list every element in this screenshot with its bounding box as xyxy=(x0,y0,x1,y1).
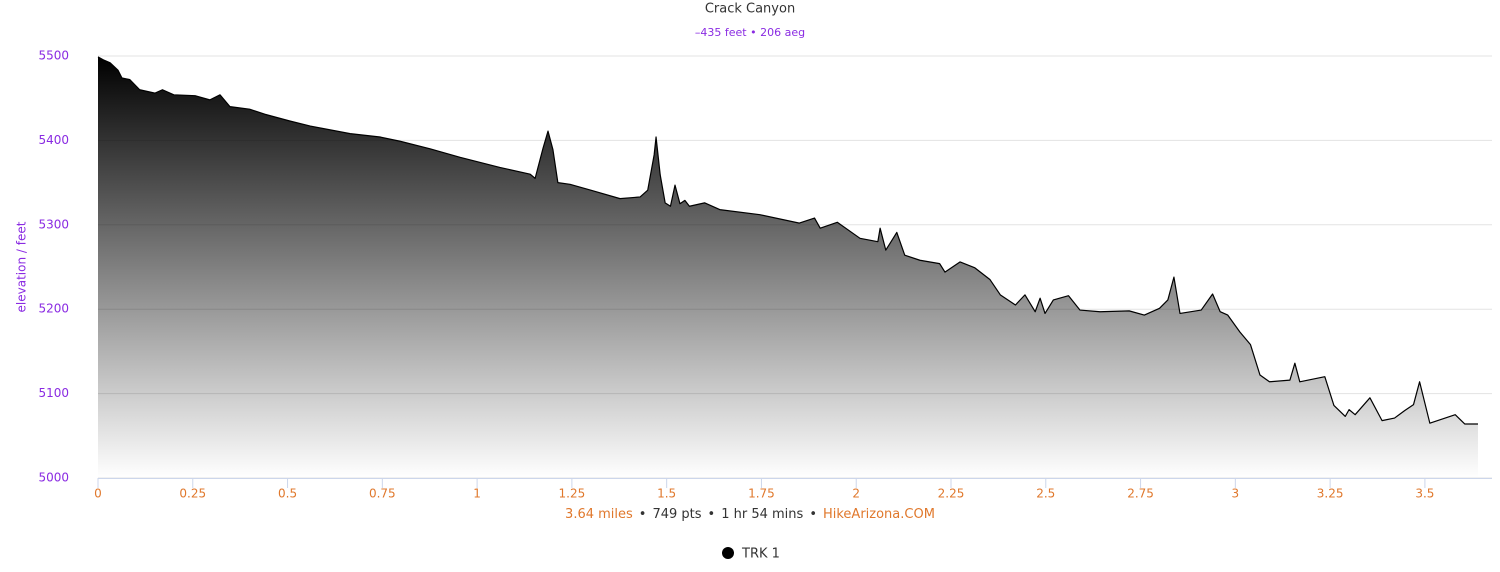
legend-marker[interactable] xyxy=(722,547,734,559)
footer-separator: • xyxy=(809,507,817,522)
y-tick-label: 5300 xyxy=(38,217,69,231)
chart-subtitle: –435 feet • 206 aeg xyxy=(695,26,805,39)
x-tick-label: 2.25 xyxy=(938,487,965,501)
x-tick-label: 2.75 xyxy=(1127,487,1154,501)
area-fill xyxy=(98,56,1478,479)
x-tick-label: 3.5 xyxy=(1415,487,1434,501)
chart-title: Crack Canyon xyxy=(705,2,795,17)
y-tick-label: 5000 xyxy=(38,471,69,485)
x-tick-label: 0.5 xyxy=(278,487,297,501)
x-tick-label: 1.75 xyxy=(748,487,775,501)
x-tick-label: 3 xyxy=(1232,487,1240,501)
x-tick-label: 1.25 xyxy=(559,487,586,501)
y-tick-label: 5400 xyxy=(38,133,69,147)
footer-item: 3.64 miles xyxy=(565,507,633,522)
x-tick-label: 0.25 xyxy=(179,487,206,501)
x-tick-label: 2.5 xyxy=(1036,487,1055,501)
y-tick-label: 5500 xyxy=(38,49,69,63)
y-tick-label: 5100 xyxy=(38,386,69,400)
footer-separator: • xyxy=(638,507,647,522)
x-tick-label: 3.25 xyxy=(1317,487,1344,501)
footer: 3.64 miles • 749 pts • 1 hr 54 mins • HikeAriz… xyxy=(0,507,1500,522)
y-tick-label: 5200 xyxy=(38,302,69,316)
line xyxy=(97,56,1478,425)
y-axis-label: elevation / feet xyxy=(15,221,29,312)
x-tick-label: 0 xyxy=(94,487,102,501)
x-tick-label: 2 xyxy=(852,487,860,501)
x-tick-label: 1 xyxy=(473,487,481,501)
footer-item: HikeArizona.COM xyxy=(822,507,935,522)
legend-label[interactable]: TRK 1 xyxy=(741,547,780,562)
footer-separator: • xyxy=(707,507,716,522)
x-tick-label: 0.75 xyxy=(369,487,396,501)
footer-item: 749 pts xyxy=(652,507,702,522)
footer-item: 1 hr 54 mins xyxy=(721,507,804,522)
x-tick-label: 1.5 xyxy=(657,487,676,501)
